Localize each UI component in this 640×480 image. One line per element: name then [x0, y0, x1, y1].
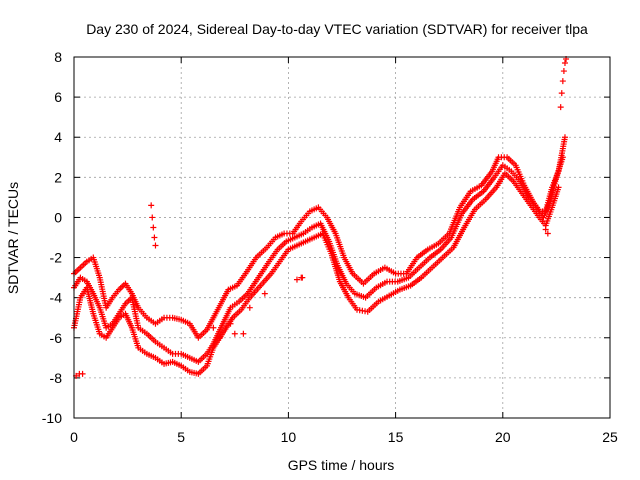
y-tick-label: 4 — [54, 129, 62, 145]
x-tick-label: 0 — [70, 429, 78, 445]
y-tick-label: -4 — [50, 290, 63, 306]
y-axis-label: SDTVAR / TECUs — [5, 182, 21, 294]
data-point — [152, 242, 159, 249]
series-0 — [71, 134, 568, 341]
data-point — [299, 274, 306, 281]
tick-labels: 0 5 10 15 20 25 -10 -8 -6 -4 -2 0 2 4 6 8 — [42, 49, 618, 445]
y-tick-label: -8 — [50, 370, 63, 386]
y-tick-label: -2 — [50, 250, 63, 266]
data-point — [227, 320, 234, 327]
y-tick-label: 8 — [54, 49, 62, 65]
data-point — [561, 134, 568, 141]
data-point — [561, 60, 568, 67]
y-tick-label: 6 — [54, 89, 62, 105]
data-point — [216, 334, 223, 341]
data-point — [544, 230, 551, 237]
x-tick-label: 15 — [388, 429, 404, 445]
data-point — [210, 324, 217, 331]
data-point — [231, 330, 238, 337]
data-point — [246, 304, 253, 311]
data-point — [560, 68, 567, 75]
data-point — [79, 370, 86, 377]
x-tick-label: 25 — [602, 429, 618, 445]
y-tick-label: 0 — [54, 209, 62, 225]
data-point — [558, 90, 565, 97]
x-axis-label: GPS time / hours — [288, 457, 395, 473]
data-point — [240, 330, 247, 337]
data-point — [148, 202, 155, 209]
series-1 — [71, 154, 566, 365]
series-2 — [71, 170, 562, 377]
plot-frame — [73, 56, 611, 419]
data-point — [293, 276, 300, 283]
data-point — [559, 78, 566, 85]
data-point — [557, 104, 564, 111]
data-point — [150, 224, 157, 231]
y-tick-label: -10 — [42, 410, 62, 426]
data-point — [149, 214, 156, 221]
data-point — [555, 184, 562, 191]
x-tick-label: 5 — [177, 429, 185, 445]
x-tick-label: 10 — [281, 429, 297, 445]
y-tick-label: -6 — [50, 330, 63, 346]
series-3 — [73, 56, 570, 379]
data-point — [151, 234, 158, 241]
y-tick-label: 2 — [54, 169, 62, 185]
x-tick-label: 20 — [495, 429, 511, 445]
chart-title: Day 230 of 2024, Sidereal Day-to-day VTE… — [86, 21, 588, 37]
data-point — [542, 226, 549, 233]
data-point — [559, 154, 566, 161]
data-point — [261, 290, 268, 297]
data-layer — [71, 56, 570, 379]
